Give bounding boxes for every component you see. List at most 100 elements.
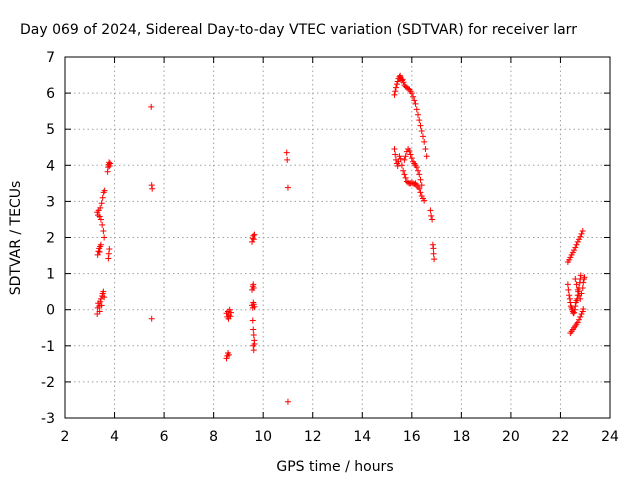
data-point <box>431 256 438 263</box>
data-point <box>571 247 578 254</box>
data-point <box>249 317 256 324</box>
data-point <box>396 73 403 80</box>
grid <box>65 57 610 418</box>
data-point <box>579 228 586 235</box>
data-point <box>250 236 257 243</box>
data-point <box>393 81 400 88</box>
data-point <box>95 207 102 214</box>
data-point <box>569 249 576 256</box>
chart-title: Day 069 of 2024, Sidereal Day-to-day VTE… <box>20 22 577 38</box>
x-tick-label: 6 <box>160 429 169 445</box>
data-point <box>227 309 234 316</box>
data-point <box>401 171 408 178</box>
data-point <box>100 228 107 235</box>
data-point <box>417 122 424 129</box>
data-point <box>415 167 422 174</box>
data-point <box>400 167 407 174</box>
data-point <box>417 189 424 196</box>
data-point <box>251 231 258 238</box>
data-point <box>391 146 398 153</box>
data-point <box>421 197 428 204</box>
x-tick-label: 16 <box>403 429 421 445</box>
data-point <box>574 286 581 293</box>
data-point <box>223 355 230 362</box>
x-tick-label: 10 <box>254 429 272 445</box>
data-point <box>97 298 104 305</box>
data-point <box>572 244 579 251</box>
data-point <box>578 311 585 318</box>
data-point <box>570 310 577 317</box>
data-point <box>412 100 419 107</box>
data-points <box>94 72 588 405</box>
data-point <box>98 200 105 207</box>
x-tick-label: 18 <box>452 429 470 445</box>
data-point <box>96 213 103 220</box>
data-point <box>565 286 572 293</box>
data-point <box>418 192 425 199</box>
data-point <box>97 241 104 248</box>
data-point <box>392 84 399 91</box>
data-point <box>428 212 435 219</box>
data-point <box>96 308 103 315</box>
data-point <box>392 88 399 95</box>
y-tick-label: 1 <box>46 267 55 283</box>
x-tick-label: 22 <box>552 429 570 445</box>
data-point <box>250 326 257 333</box>
x-tick-label: 8 <box>209 429 218 445</box>
data-point <box>578 290 585 297</box>
data-point <box>148 103 155 110</box>
data-point <box>101 234 108 241</box>
data-point <box>149 185 156 192</box>
data-point <box>97 204 104 211</box>
data-point <box>408 90 415 97</box>
data-point <box>418 182 425 189</box>
data-point <box>250 331 257 338</box>
data-point <box>97 295 104 302</box>
data-point <box>394 78 401 85</box>
x-tick-label: 12 <box>304 429 322 445</box>
data-point <box>427 207 434 214</box>
data-point <box>577 272 584 279</box>
data-point <box>284 398 291 405</box>
data-point <box>566 256 573 263</box>
data-point <box>430 245 437 252</box>
y-tick-label: 6 <box>46 86 55 102</box>
data-point <box>580 305 587 312</box>
y-tick-label: 3 <box>46 194 55 210</box>
y-axis-label: SDTVAR / TECUs <box>8 181 24 296</box>
data-point <box>100 288 107 295</box>
data-point <box>581 274 588 281</box>
data-point <box>573 281 580 288</box>
data-point <box>96 248 103 255</box>
data-point <box>284 184 291 191</box>
data-point <box>408 155 415 162</box>
data-point <box>572 276 579 283</box>
data-point <box>417 176 424 183</box>
x-tick-label: 2 <box>61 429 70 445</box>
y-tick-label: -2 <box>41 375 55 391</box>
data-point <box>95 248 102 255</box>
x-tick-label: 14 <box>353 429 371 445</box>
data-point <box>406 147 413 154</box>
data-point <box>99 194 106 201</box>
data-point <box>423 153 430 160</box>
data-point <box>251 303 258 310</box>
data-point <box>401 156 408 163</box>
data-point <box>571 309 578 316</box>
data-point <box>399 76 406 83</box>
y-tick-label: 0 <box>46 303 55 319</box>
data-point <box>577 233 584 240</box>
x-tick-label: 24 <box>601 429 619 445</box>
data-point <box>419 133 426 140</box>
data-point <box>400 79 407 86</box>
data-point <box>107 160 114 167</box>
data-point <box>402 174 409 181</box>
data-point <box>250 301 257 308</box>
data-point <box>422 146 429 153</box>
data-point <box>418 128 425 135</box>
y-tick-label: 2 <box>46 231 55 247</box>
data-point <box>413 164 420 171</box>
